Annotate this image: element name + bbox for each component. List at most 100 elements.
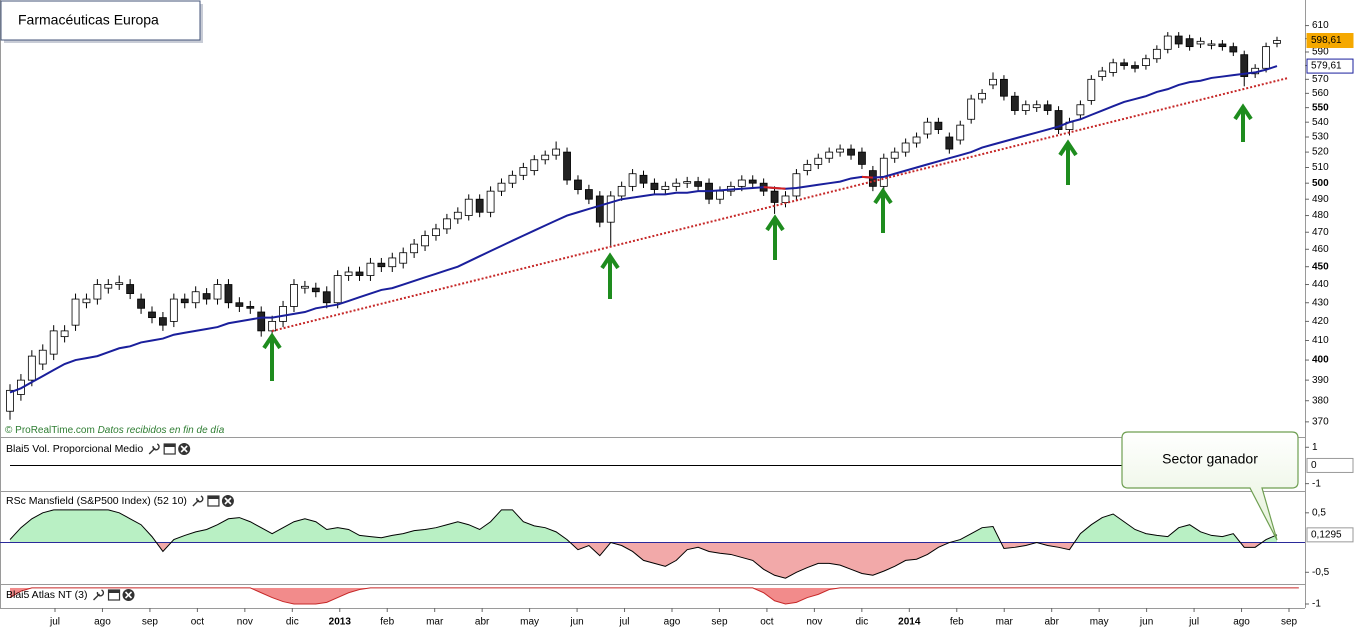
y-tick-label: 450 [1312, 261, 1329, 272]
x-tick-label: jun [569, 617, 583, 628]
y-tick-label: 500 [1312, 178, 1329, 189]
x-tick-label: may [1090, 617, 1109, 628]
candle-body [694, 181, 703, 187]
candle-body [93, 284, 102, 300]
candle-body [978, 92, 986, 100]
candle-body [486, 190, 495, 213]
candle-body [191, 291, 200, 304]
candle-body [38, 349, 47, 365]
y-tick-label: 570 [1312, 74, 1329, 85]
last-price-label: 598,61 [1311, 35, 1342, 46]
window-icon-bar[interactable] [108, 590, 120, 593]
candle-body [628, 173, 637, 187]
candle-body [890, 151, 899, 159]
candle-body [584, 189, 593, 200]
candle-body [159, 317, 167, 326]
y-tick-label: 440 [1312, 279, 1329, 290]
candle-body [1229, 46, 1238, 53]
y-tick-label: 610 [1312, 20, 1329, 31]
trend-line [271, 77, 1289, 332]
moving-average-falling [763, 186, 775, 189]
candle-body [333, 275, 342, 304]
x-tick-label: ago [664, 617, 681, 628]
x-tick-label: ago [1233, 617, 1250, 628]
negative-area [10, 542, 1277, 579]
candle-body [934, 121, 943, 130]
candle-body [202, 293, 211, 300]
x-tick-label: nov [237, 617, 253, 628]
candle-body [82, 298, 91, 304]
candle-body [257, 311, 266, 332]
source-name: © ProRealTime.com [5, 425, 95, 436]
candle-body [1087, 78, 1096, 101]
last-price-box [1306, 33, 1354, 49]
window-icon-bar[interactable] [164, 444, 176, 447]
x-tick-label: abr [475, 617, 490, 628]
candle-body [1054, 110, 1063, 130]
settings-icon[interactable] [192, 495, 204, 507]
candle-body [1000, 78, 1008, 97]
candle-body [661, 185, 670, 190]
window-icon-bar[interactable] [207, 496, 219, 499]
y-tick-label: 560 [1312, 88, 1329, 99]
candle-body [967, 98, 976, 120]
candle-body [530, 159, 539, 172]
candle-body [464, 198, 473, 216]
positive-area [10, 509, 1277, 543]
candle-body [246, 306, 255, 309]
candle-body [453, 211, 462, 220]
moving-average-falling [861, 175, 873, 179]
candle-body [1163, 35, 1172, 50]
x-tick-label: may [520, 617, 539, 628]
candle-body [344, 271, 353, 276]
y-tick-label: 480 [1312, 210, 1329, 221]
candle-body [574, 179, 582, 190]
candle-body [803, 163, 812, 172]
x-tick-label: 2014 [898, 617, 921, 628]
x-tick-label: ago [94, 617, 111, 628]
x-tick-label: jul [619, 617, 630, 628]
close-icon-x[interactable] [224, 497, 232, 505]
candle-body [224, 284, 233, 304]
panel-last-box [1306, 527, 1354, 543]
candle-body [1043, 104, 1052, 111]
close-icon-x[interactable] [180, 445, 188, 453]
panel-title: RSc Mansfield (S&P500 Index) (52 10) [6, 495, 187, 507]
panel-title: Blai5 Vol. Proporcional Medio [6, 443, 143, 455]
x-tick-label: sep [711, 617, 728, 628]
candle-body [1109, 62, 1118, 73]
candle-body [716, 190, 724, 200]
panel-y-tick-label: -1 [1312, 478, 1321, 489]
source: © ProRealTime.com Datos recibidos en fin… [5, 425, 225, 436]
candle-body [355, 271, 364, 276]
candle-body [1152, 48, 1161, 60]
candle-body [279, 306, 287, 322]
candle-body [475, 198, 484, 213]
y-tick-label: 380 [1312, 395, 1329, 406]
candle-body [1032, 104, 1041, 109]
y-tick-label: 490 [1312, 194, 1329, 205]
candle-body [1142, 58, 1150, 66]
candle-body [650, 182, 659, 190]
candle-body [180, 298, 189, 304]
chart-title: Farmacéuticas Europa [18, 12, 159, 28]
settings-icon[interactable] [93, 589, 105, 601]
settings-icon[interactable] [148, 443, 160, 455]
candle-body [1218, 43, 1227, 48]
candle-body [639, 174, 648, 184]
y-tick-label: 370 [1312, 417, 1329, 428]
title-box: Farmacéuticas Europa [0, 0, 203, 43]
arrows [262, 103, 1253, 381]
candle-body [410, 243, 419, 254]
candle-body [792, 173, 801, 197]
candle-body [956, 124, 965, 141]
panel-y-tick-label: 1 [1312, 442, 1318, 453]
candle-body [1207, 43, 1216, 46]
candle-body [595, 195, 604, 223]
moving-average-falling [774, 186, 786, 190]
close-icon-x[interactable] [124, 591, 133, 599]
candle-body [912, 136, 921, 144]
candle-body [497, 182, 506, 192]
ma-last-box [1306, 58, 1354, 74]
